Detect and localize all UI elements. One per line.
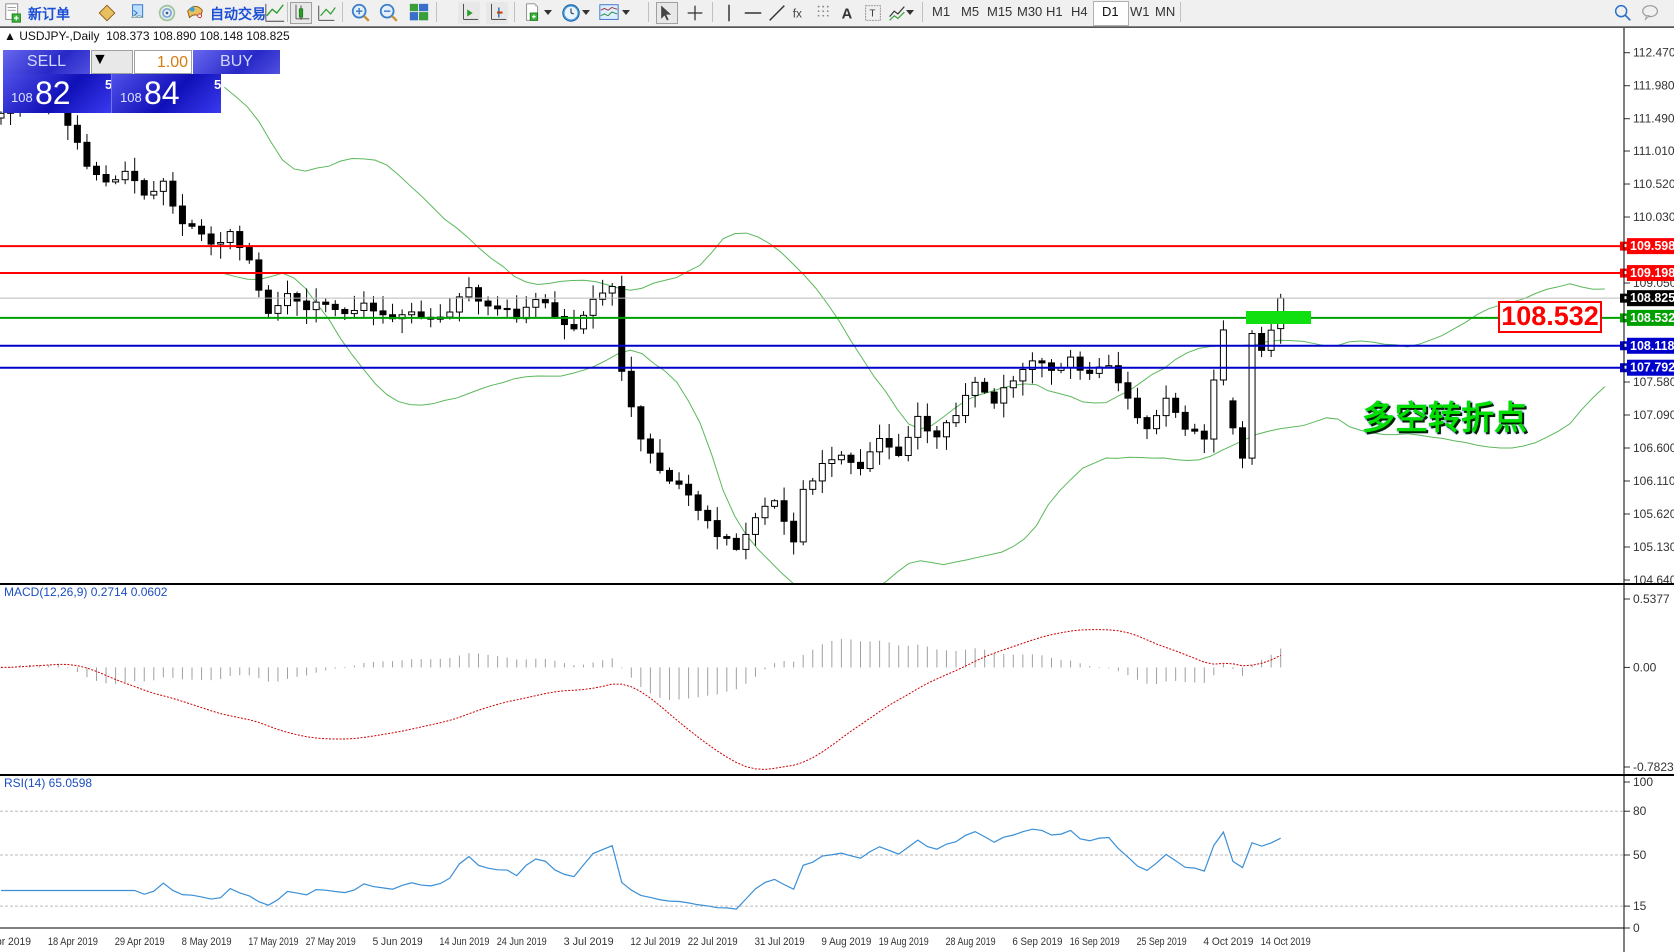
svg-text:14 Jun 2019: 14 Jun 2019	[439, 936, 489, 948]
svg-text:A: A	[842, 7, 853, 23]
svg-text:106.110: 106.110	[1633, 474, 1674, 488]
svg-text:-0.7823: -0.7823	[1633, 760, 1674, 774]
svg-text:19 Aug 2019: 19 Aug 2019	[879, 936, 929, 948]
svg-text:107.792: 107.792	[1630, 361, 1674, 375]
svg-text:50: 50	[1633, 848, 1647, 862]
svg-text:17 May 2019: 17 May 2019	[248, 936, 298, 948]
svg-text:MACD(12,26,9) 0.2714 0.0602: MACD(12,26,9) 0.2714 0.0602	[4, 585, 168, 599]
svg-text:0.00: 0.00	[1633, 660, 1657, 674]
svg-text:0.5377: 0.5377	[1633, 592, 1670, 606]
svg-text:28 Aug 2019: 28 Aug 2019	[946, 936, 996, 948]
svg-text:16 Sep 2019: 16 Sep 2019	[1070, 936, 1120, 948]
svg-text:110.520: 110.520	[1633, 177, 1674, 191]
svg-text:111.010: 111.010	[1633, 144, 1674, 158]
svg-text:4 Oct 2019: 4 Oct 2019	[1203, 936, 1253, 948]
svg-text:15: 15	[1633, 899, 1647, 913]
svg-text:107.580: 107.580	[1633, 375, 1674, 389]
svg-text:31 Jul 2019: 31 Jul 2019	[755, 936, 805, 948]
svg-text:27 May 2019: 27 May 2019	[306, 936, 356, 948]
svg-text:112.470: 112.470	[1633, 46, 1674, 60]
svg-text:22 Jul 2019: 22 Jul 2019	[688, 936, 738, 948]
svg-text:5 Jun 2019: 5 Jun 2019	[373, 936, 423, 948]
svg-text:109.198: 109.198	[1630, 266, 1674, 280]
svg-text:111.980: 111.980	[1633, 79, 1674, 93]
svg-text:111.490: 111.490	[1633, 112, 1674, 126]
svg-text:6 Sep 2019: 6 Sep 2019	[1012, 936, 1062, 948]
svg-text:25 Sep 2019: 25 Sep 2019	[1137, 936, 1187, 948]
svg-text:108.118: 108.118	[1630, 339, 1674, 353]
svg-text:104.640: 104.640	[1633, 573, 1674, 583]
svg-text:fx: fx	[793, 7, 802, 21]
svg-text:107.090: 107.090	[1633, 408, 1674, 422]
svg-text:105.130: 105.130	[1633, 540, 1674, 554]
svg-text:9 Aug 2019: 9 Aug 2019	[821, 936, 871, 948]
svg-text:3 Jul 2019: 3 Jul 2019	[564, 936, 614, 948]
svg-text:106.600: 106.600	[1633, 441, 1674, 455]
svg-text:14 Oct 2019: 14 Oct 2019	[1261, 936, 1311, 948]
svg-text:80: 80	[1633, 804, 1647, 818]
svg-text:0: 0	[1633, 921, 1640, 935]
svg-text:24 Jun 2019: 24 Jun 2019	[497, 936, 547, 948]
svg-text:12 Jul 2019: 12 Jul 2019	[630, 936, 680, 948]
svg-text:108.532: 108.532	[1630, 311, 1674, 325]
svg-text:9 Apr 2019: 9 Apr 2019	[0, 936, 31, 948]
svg-text:110.030: 110.030	[1633, 210, 1674, 224]
svg-text:RSI(14) 65.0598: RSI(14) 65.0598	[4, 776, 92, 790]
svg-text:108.825: 108.825	[1630, 291, 1674, 305]
svg-text:100: 100	[1633, 776, 1653, 789]
svg-text:18 Apr 2019: 18 Apr 2019	[48, 936, 98, 948]
svg-text:109.598: 109.598	[1630, 239, 1674, 253]
svg-text:105.620: 105.620	[1633, 507, 1674, 521]
svg-text:29 Apr 2019: 29 Apr 2019	[115, 936, 165, 948]
svg-text:8 May 2019: 8 May 2019	[182, 936, 232, 948]
svg-text:T: T	[869, 9, 875, 20]
